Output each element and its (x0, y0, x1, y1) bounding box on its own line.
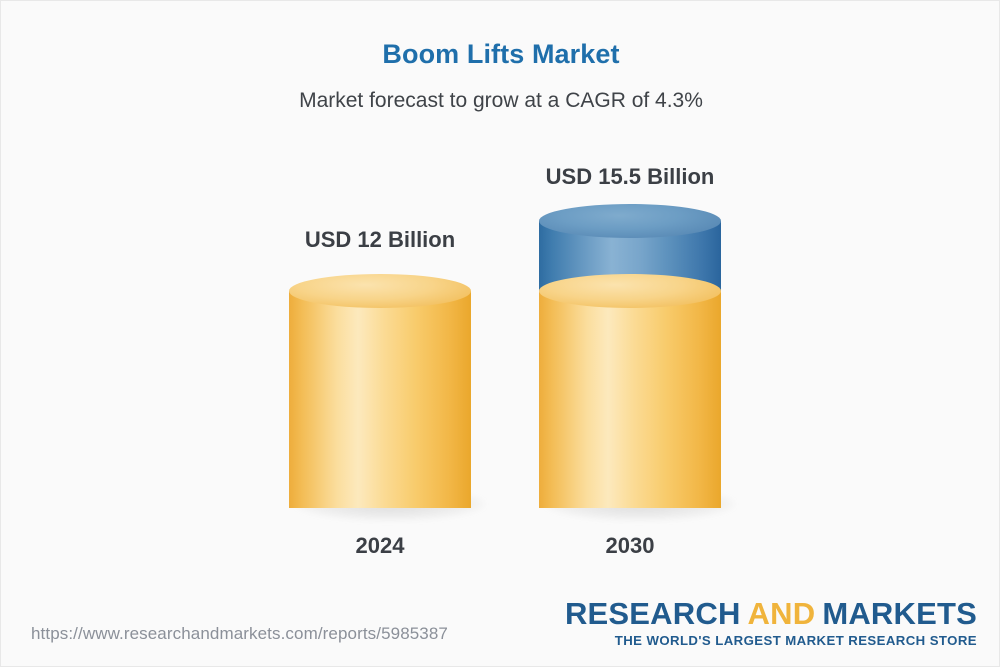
bar-value-label-2024: USD 12 Billion (304, 227, 456, 252)
page-title: Boom Lifts Market (382, 39, 620, 69)
logo-tagline: THE WORLD'S LARGEST MARKET RESEARCH STOR… (614, 633, 977, 648)
bar-cylinder-2030 (539, 204, 721, 508)
bar-group-2030[interactable]: USD 15.5 Billion 2030 (539, 1, 735, 666)
bar-cylinder-2024 (289, 274, 471, 508)
category-label-2030: 2030 (605, 533, 655, 558)
logo-word-and: AND (747, 596, 816, 632)
chart-subtitle: Market forecast to grow at a CAGR of 4.3… (299, 89, 703, 112)
bar-segment-base-2030 (539, 291, 721, 508)
bar-body-2024 (289, 291, 471, 508)
logo-wordmark: RESEARCH AND MARKETS (565, 598, 977, 630)
bar-top-cap-2024 (289, 274, 471, 308)
bar-group-2024[interactable]: USD 12 Billion 2024 (289, 1, 485, 666)
source-url[interactable]: https://www.researchandmarkets.com/repor… (31, 624, 448, 643)
category-label-2024: 2024 (355, 533, 405, 558)
logo-word-research: RESEARCH (564, 596, 741, 632)
bar-segment-divider-cap-2030 (539, 274, 721, 308)
research-and-markets-logo[interactable]: RESEARCH AND MARKETS THE WORLD'S LARGEST M… (565, 598, 977, 648)
logo-word-markets: MARKETS (822, 596, 977, 632)
bar-top-cap-2030 (539, 204, 721, 238)
bar-value-label-2030: USD 15.5 Billion (545, 164, 715, 189)
